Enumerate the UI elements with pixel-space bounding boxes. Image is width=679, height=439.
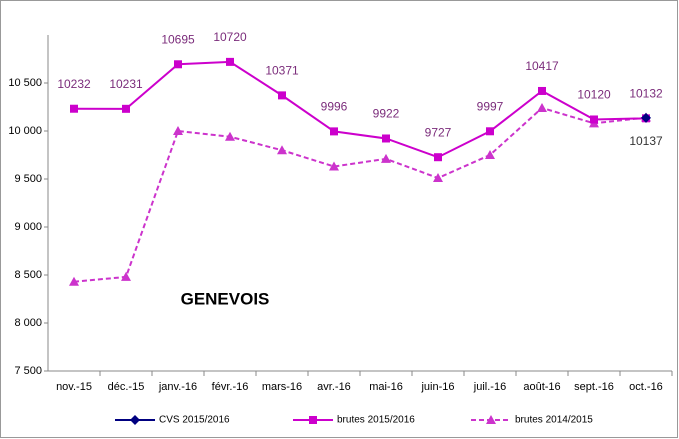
point-marker [382, 134, 390, 143]
point-marker [69, 276, 79, 286]
point-marker [486, 127, 494, 136]
data-label: 10417 [525, 59, 559, 73]
point-marker [485, 150, 495, 159]
legend-marker [486, 415, 496, 424]
point-marker [225, 131, 235, 141]
point-marker [122, 104, 130, 113]
data-label: 9996 [321, 100, 348, 114]
x-tick-label: juin-16 [420, 381, 454, 393]
data-label: 10120 [577, 88, 611, 102]
x-tick-label: févr.-16 [212, 381, 249, 393]
point-marker [590, 115, 598, 124]
x-tick-label: mars-16 [262, 381, 302, 393]
point-marker [226, 57, 234, 66]
legend-label: brutes 2014/2015 [515, 415, 593, 426]
y-tick-label: 10 000 [8, 125, 42, 137]
y-tick-label: 7 500 [14, 365, 42, 377]
data-label: 9922 [373, 107, 400, 121]
data-label: 10232 [57, 77, 91, 91]
data-label: 10231 [109, 77, 143, 91]
data-label: 10137 [629, 134, 663, 148]
y-tick-label: 8 000 [14, 317, 42, 329]
x-tick-label: mai-16 [369, 381, 403, 393]
point-marker [538, 86, 546, 95]
x-tick-label: août-16 [523, 381, 560, 393]
data-label: 10371 [265, 64, 299, 78]
annotation: GENEVOIS [181, 289, 270, 308]
point-marker [329, 161, 339, 171]
point-marker [433, 173, 443, 183]
y-tick-label: 9 000 [14, 221, 42, 233]
legend-label: brutes 2015/2016 [337, 415, 415, 426]
point-marker [277, 145, 287, 155]
point-marker [174, 60, 182, 69]
x-tick-label: oct.-16 [629, 381, 663, 393]
x-tick-label: déc.-15 [108, 381, 145, 393]
point-marker [121, 271, 131, 281]
point-marker [434, 153, 442, 162]
point-marker [641, 112, 651, 123]
x-tick-label: avr.-16 [317, 381, 351, 393]
x-tick-label: janv.-16 [158, 381, 197, 393]
x-tick-label: sept.-16 [574, 381, 614, 393]
series-line [73, 60, 647, 159]
data-label: 10132 [629, 86, 663, 100]
x-tick-label: juil.-16 [473, 381, 506, 393]
point-marker [381, 153, 391, 163]
y-tick-label: 8 500 [14, 269, 42, 281]
data-label: 10695 [161, 32, 195, 46]
point-marker [537, 102, 547, 112]
data-label: 9997 [477, 99, 504, 113]
point-marker [330, 127, 338, 136]
data-label: 9727 [425, 125, 452, 139]
legend-marker [309, 416, 317, 424]
point-marker [173, 126, 183, 135]
legend-marker [130, 415, 140, 425]
point-marker [278, 91, 286, 100]
legend-label: CVS 2015/2016 [159, 415, 230, 426]
series-line [73, 106, 647, 283]
data-label: 10720 [213, 30, 247, 44]
x-tick-label: nov.-15 [56, 381, 92, 393]
y-tick-label: 10 500 [8, 77, 42, 89]
point-marker [70, 104, 78, 113]
y-tick-label: 9 500 [14, 173, 42, 185]
